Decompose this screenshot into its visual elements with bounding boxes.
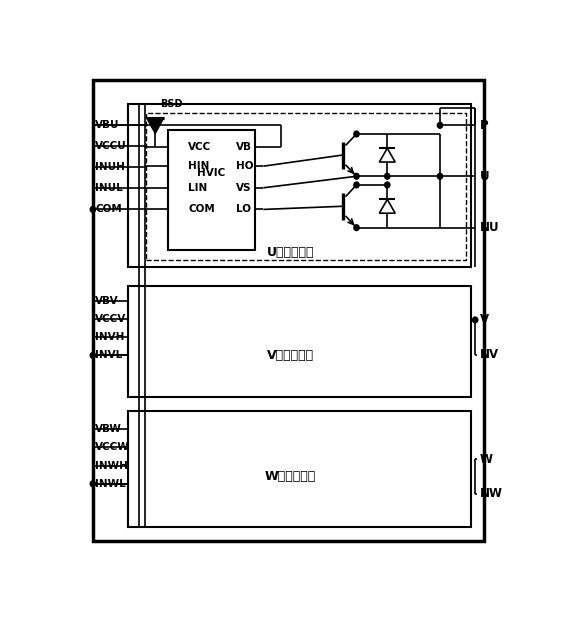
Text: COM: COM <box>95 205 122 215</box>
Circle shape <box>354 131 359 137</box>
Text: NV: NV <box>480 348 498 361</box>
Text: P: P <box>480 119 488 132</box>
Text: VCC: VCC <box>188 142 211 152</box>
Bar <box>128 104 471 267</box>
Text: VB: VB <box>236 142 252 152</box>
Circle shape <box>90 481 95 487</box>
Text: VBV: VBV <box>95 296 119 306</box>
Text: NW: NW <box>480 487 502 500</box>
Text: INUL: INUL <box>95 183 123 193</box>
Text: INUH: INUH <box>95 162 125 172</box>
Text: LIN: LIN <box>188 183 208 193</box>
Text: V: V <box>480 313 489 326</box>
Text: W相驱动电路: W相驱动电路 <box>265 470 316 482</box>
Text: VCCV: VCCV <box>95 314 126 324</box>
Circle shape <box>354 225 359 230</box>
Text: INVH: INVH <box>95 332 124 342</box>
Text: INWL: INWL <box>95 479 126 489</box>
Text: COM: COM <box>188 205 215 215</box>
Text: HVIC: HVIC <box>197 168 226 178</box>
Circle shape <box>437 173 443 179</box>
Text: LO: LO <box>236 205 251 215</box>
Text: V相驱动电路: V相驱动电路 <box>267 349 314 363</box>
Bar <box>146 114 466 260</box>
Text: VS: VS <box>236 183 251 193</box>
Text: VBW: VBW <box>95 424 122 434</box>
Text: HO: HO <box>236 161 253 171</box>
Text: VCCW: VCCW <box>95 442 130 452</box>
Circle shape <box>354 173 359 179</box>
Circle shape <box>384 173 390 179</box>
Text: U: U <box>480 170 489 183</box>
Circle shape <box>354 182 359 188</box>
Text: INWH: INWH <box>95 461 128 470</box>
Text: BSD: BSD <box>160 99 182 109</box>
Text: W: W <box>480 453 493 466</box>
Circle shape <box>90 207 95 212</box>
Text: VCCU: VCCU <box>95 142 127 152</box>
Bar <box>128 286 471 397</box>
Circle shape <box>472 317 478 323</box>
Bar <box>128 411 471 527</box>
Polygon shape <box>146 118 164 134</box>
Circle shape <box>384 182 390 188</box>
Text: U相驱动电路: U相驱动电路 <box>267 246 314 259</box>
Circle shape <box>437 122 443 128</box>
Text: NU: NU <box>480 221 499 234</box>
Bar <box>93 80 484 541</box>
Text: HIN: HIN <box>188 161 210 171</box>
Circle shape <box>90 353 95 358</box>
Text: INVL: INVL <box>95 351 122 361</box>
Text: VBU: VBU <box>95 120 120 130</box>
Bar <box>168 130 255 250</box>
